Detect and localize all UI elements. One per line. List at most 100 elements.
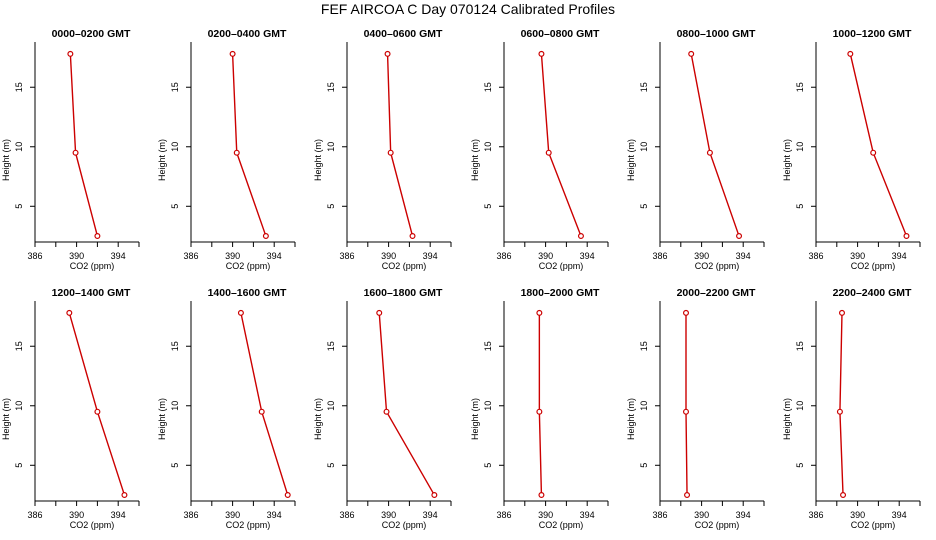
profile-line [839,312,844,496]
data-point [840,492,847,499]
x-tick-label: 394 [423,251,438,261]
data-point [577,233,584,240]
x-tick-label: 394 [111,251,126,261]
profile-line [378,312,435,496]
x-tick-label: 394 [267,251,282,261]
y-tick-label: 5 [170,463,180,468]
y-tick-label: 5 [639,463,649,468]
profile-line [231,53,267,237]
y-tick-label: 5 [14,204,24,209]
y-tick-label: 10 [483,142,493,152]
y-tick-label: 10 [326,142,336,152]
x-axis-label: CO2 (ppm) [382,261,427,271]
x-tick-label: 394 [892,251,907,261]
data-point [536,309,543,316]
data-point [284,492,291,499]
data-point [545,149,552,156]
x-tick-label: 394 [580,251,595,261]
y-tick-label: 15 [326,82,336,92]
x-tick-label: 394 [267,510,282,520]
x-tick-label: 386 [808,510,823,520]
data-point [94,233,101,240]
panel-7: 1400–1600 GMT 386 390 394 5 10 15 CO2 (ppm) Heig… [157,287,296,530]
x-tick-label: 386 [27,510,42,520]
data-point [66,309,73,316]
panel-title: 0600–0800 GMT [521,28,600,40]
y-axis-label: Height (m) [470,398,480,440]
y-tick-label: 15 [170,341,180,351]
profile-line [690,53,740,237]
data-point [536,408,543,415]
x-axis-label: CO2 (ppm) [851,261,896,271]
data-point [847,50,854,57]
x-tick-label: 390 [694,251,709,261]
profile-line [540,53,582,237]
panel-title: 1000–1200 GMT [833,28,912,40]
x-tick-label: 386 [339,251,354,261]
data-point [684,492,691,499]
profile-line [849,53,908,237]
y-tick-label: 15 [795,341,805,351]
x-tick-label: 390 [850,251,865,261]
data-point [838,309,845,316]
x-axis-label: CO2 (ppm) [539,520,584,530]
data-point [67,50,74,57]
x-tick-label: 390 [694,510,709,520]
x-axis-label: CO2 (ppm) [70,261,115,271]
x-tick-label: 394 [423,510,438,520]
data-point [383,408,390,415]
x-tick-label: 386 [808,251,823,261]
profile-line [69,53,99,237]
data-point [538,492,545,499]
y-tick-label: 10 [639,401,649,411]
y-tick-label: 10 [14,142,24,152]
y-axis-label: Height (m) [782,139,792,181]
panel-title: 0400–0600 GMT [364,28,443,40]
x-tick-label: 390 [381,251,396,261]
x-tick-label: 390 [381,510,396,520]
y-tick-label: 5 [483,463,493,468]
y-tick-label: 10 [170,142,180,152]
panel-11: 2200–2400 GMT 386 390 394 5 10 15 CO2 (ppm) Heig… [782,287,921,530]
panel-title: 1200–1400 GMT [52,287,131,299]
data-point [682,309,689,316]
data-point [682,408,689,415]
y-tick-label: 15 [639,82,649,92]
data-point [384,50,391,57]
x-tick-label: 386 [652,510,667,520]
y-tick-label: 15 [483,341,493,351]
x-tick-label: 386 [496,251,511,261]
x-axis-label: CO2 (ppm) [539,261,584,271]
panel-title: 1800–2000 GMT [521,287,600,299]
data-point [233,149,240,156]
data-point [121,492,128,499]
x-tick-label: 390 [225,251,240,261]
y-tick-label: 15 [326,341,336,351]
y-axis-label: Height (m) [313,139,323,181]
y-tick-label: 15 [795,82,805,92]
y-axis-label: Height (m) [470,139,480,181]
profile-line [386,53,414,237]
profile-line [538,312,543,496]
x-tick-label: 394 [111,510,126,520]
data-point [376,309,383,316]
profile-line [685,312,688,496]
y-tick-label: 5 [795,204,805,209]
panel-title: 0200–0400 GMT [208,28,287,40]
x-tick-label: 394 [736,251,751,261]
x-axis-label: CO2 (ppm) [382,520,427,530]
x-tick-label: 394 [580,510,595,520]
y-tick-label: 15 [483,82,493,92]
panel-3: 0600–0800 GMT 386 390 394 5 10 15 CO2 (ppm) Heig… [470,28,609,271]
x-axis-label: CO2 (ppm) [70,520,115,530]
data-point [706,149,713,156]
panel-title: 1600–1800 GMT [364,287,443,299]
x-tick-label: 390 [850,510,865,520]
x-axis-label: CO2 (ppm) [226,520,271,530]
x-tick-label: 390 [538,251,553,261]
y-tick-label: 5 [795,463,805,468]
x-tick-label: 390 [225,510,240,520]
x-tick-label: 386 [496,510,511,520]
data-point [262,233,269,240]
